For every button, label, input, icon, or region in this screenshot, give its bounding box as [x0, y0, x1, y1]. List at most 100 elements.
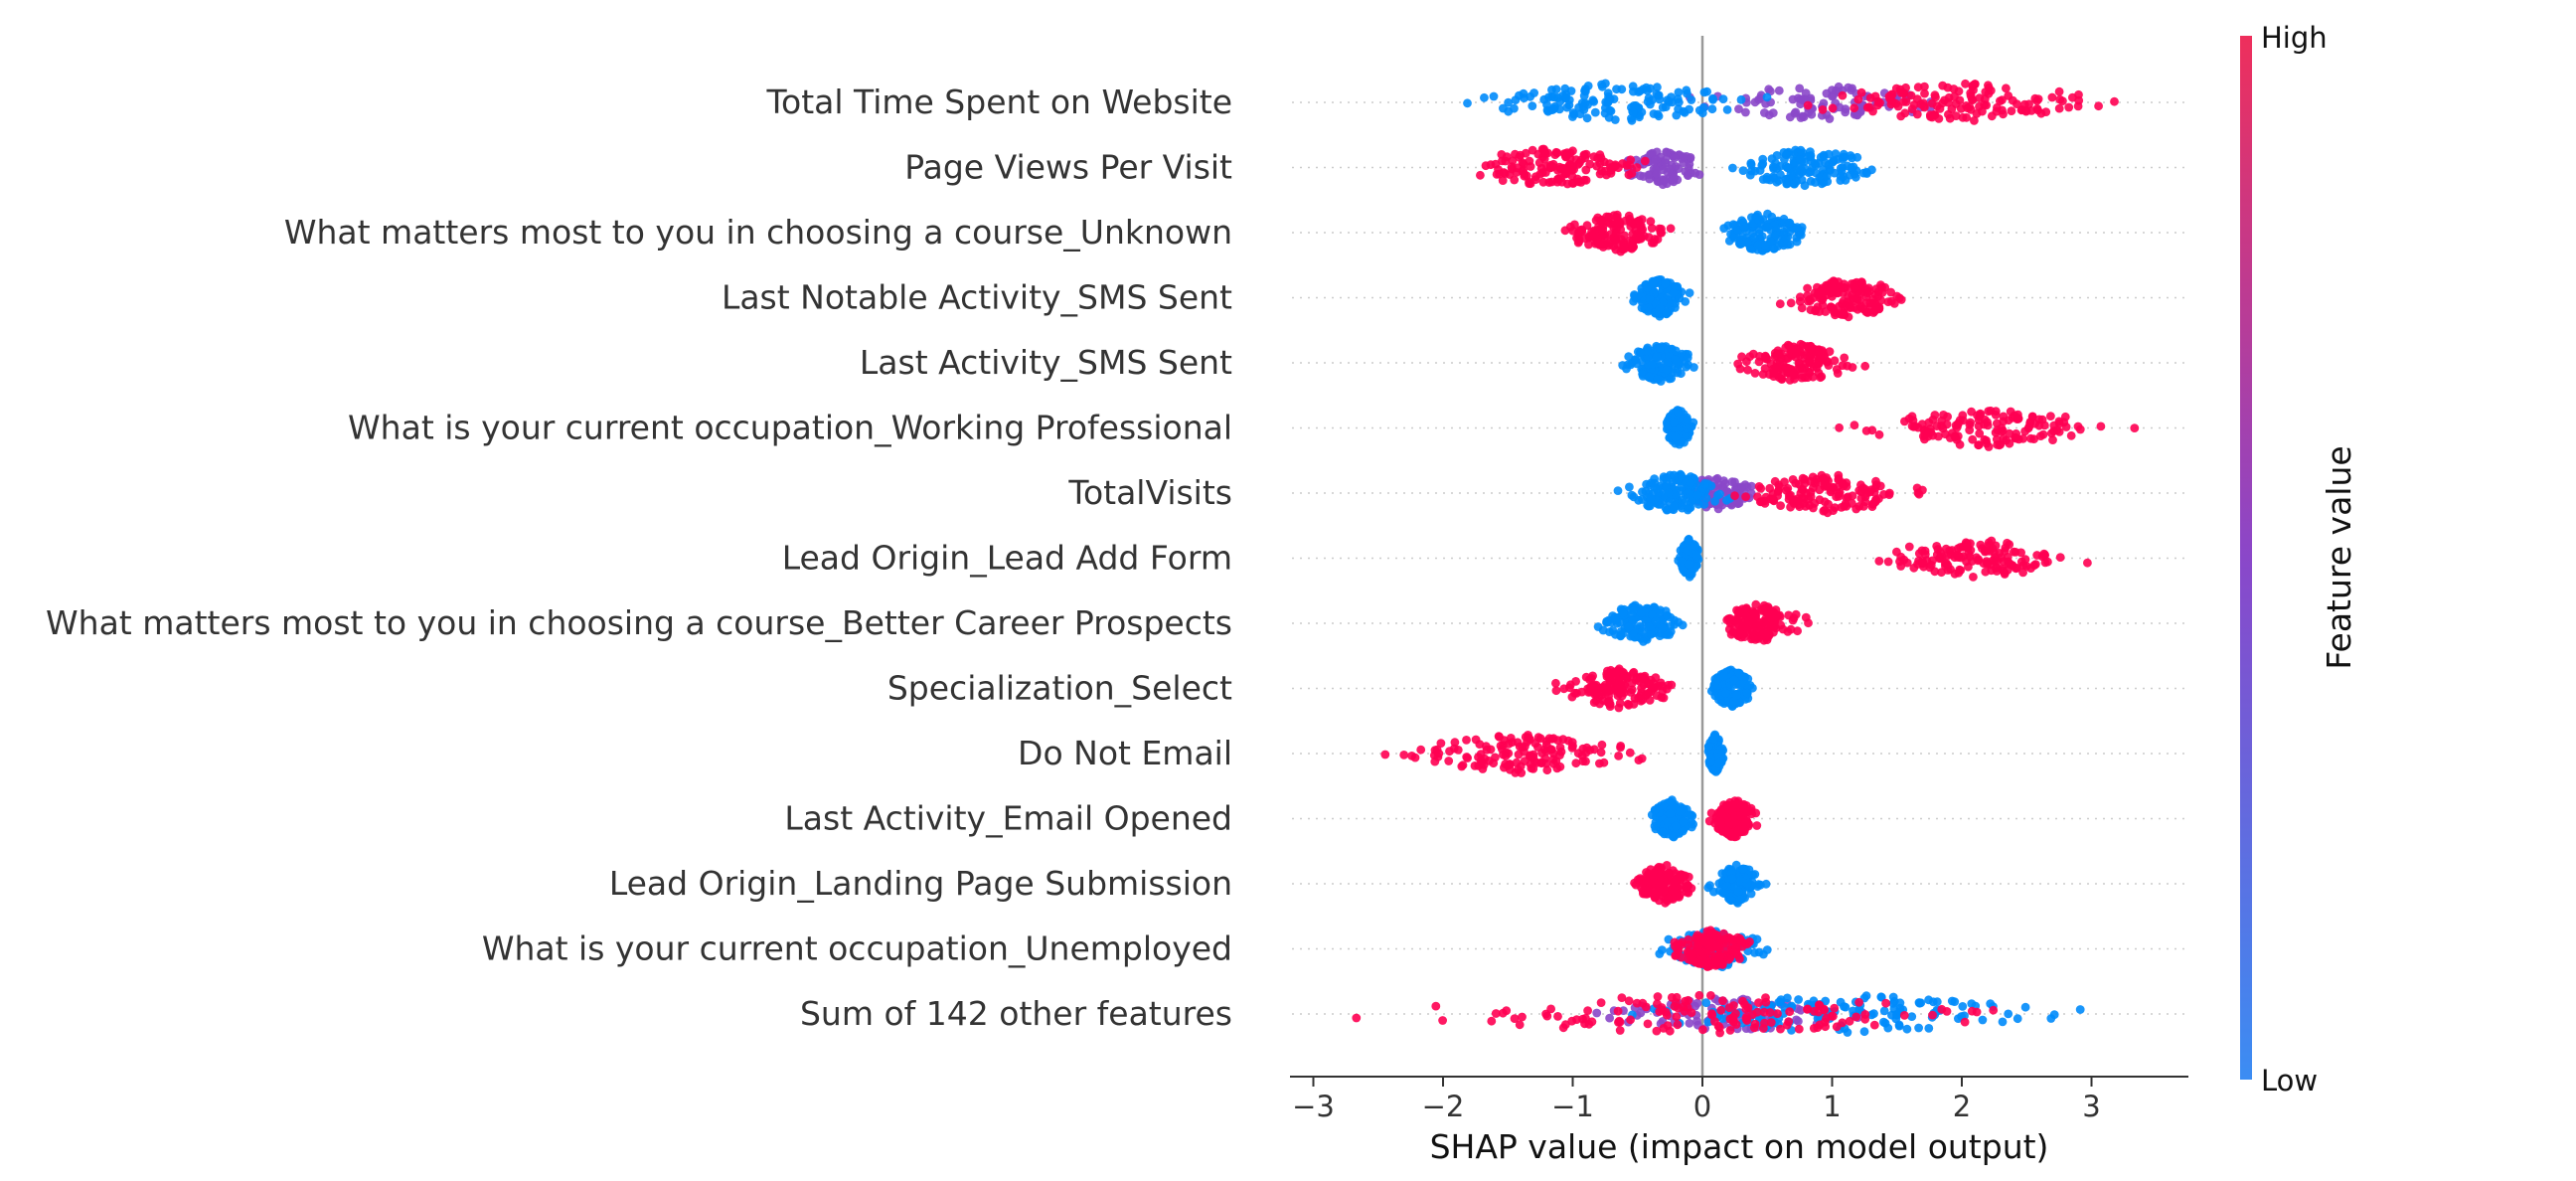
shap-point — [1771, 158, 1780, 168]
shap-point — [1734, 608, 1744, 618]
shap-point — [1767, 212, 1777, 222]
shap-point — [1860, 492, 1870, 501]
shap-point — [1731, 944, 1741, 953]
shap-point — [1511, 95, 1521, 104]
shap-point — [1634, 216, 1644, 226]
shap-point — [1669, 470, 1679, 480]
shap-point — [1547, 734, 1557, 744]
shap-point — [1672, 357, 1682, 367]
shap-point — [1645, 372, 1655, 382]
shap-point — [1679, 158, 1689, 168]
shap-point — [1658, 888, 1667, 898]
shap-point — [1769, 495, 1778, 505]
shap-point — [1565, 680, 1575, 690]
shap-point — [1508, 156, 1518, 166]
shap-point — [1504, 97, 1513, 107]
shap-point — [1909, 563, 1919, 573]
shap-point — [1884, 91, 1894, 101]
shap-point — [1999, 412, 2009, 422]
shap-point — [2046, 412, 2055, 421]
shap-point — [1805, 500, 1815, 510]
shap-point — [1920, 82, 1929, 91]
shap-point — [1618, 608, 1628, 618]
shap-point — [1399, 751, 1409, 759]
shap-point — [1713, 823, 1723, 833]
shap-point — [1960, 1017, 1970, 1027]
shap-point — [1850, 421, 1859, 430]
shap-point — [1906, 90, 1916, 100]
shap-point — [1928, 1010, 1937, 1020]
shap-point — [1934, 431, 1943, 441]
shap-point — [1657, 224, 1666, 234]
shap-point — [1806, 476, 1815, 486]
shap-point — [1750, 97, 1760, 107]
shap-point — [1686, 478, 1695, 488]
shap-point — [1407, 752, 1416, 760]
shap-point — [1609, 211, 1619, 221]
shap-point — [1705, 758, 1715, 766]
shap-point — [1797, 484, 1807, 494]
shap-point — [1652, 169, 1662, 179]
shap-point — [1933, 545, 1943, 554]
shap-point — [1624, 352, 1634, 362]
shap-point — [1527, 763, 1536, 773]
shap-point — [1685, 1018, 1694, 1028]
shap-point — [1884, 490, 1894, 499]
shap-point — [1552, 763, 1562, 773]
shap-point — [1765, 370, 1774, 379]
shap-point — [1683, 505, 1692, 515]
shap-point — [1661, 878, 1671, 888]
colorbar-high-label: High — [2261, 21, 2328, 55]
shap-point — [1762, 223, 1772, 233]
shap-point — [1987, 111, 1997, 121]
shap-point — [1909, 100, 1919, 109]
shap-point — [1930, 90, 1940, 100]
shap-point — [1792, 177, 1801, 186]
shap-point — [1495, 732, 1504, 742]
shap-point — [1830, 356, 1840, 366]
shap-point — [1735, 895, 1745, 904]
shap-point — [1841, 104, 1851, 114]
shap-point — [1595, 240, 1604, 250]
shap-point — [1450, 738, 1460, 748]
shap-point — [1600, 680, 1610, 690]
shap-point — [1815, 1020, 1825, 1030]
shap-point — [1698, 1025, 1707, 1035]
feature-label: What matters most to you in choosing a c… — [284, 213, 1232, 252]
shap-point — [1597, 82, 1607, 91]
shap-point — [1651, 308, 1660, 317]
x-axis: −3 −2 −1 0 1 2 3 — [1290, 1076, 2188, 1123]
shap-point — [1740, 999, 1749, 1009]
shap-point — [1692, 551, 1701, 561]
shap-point — [1380, 750, 1390, 759]
feature-label: Last Activity_Email Opened — [784, 799, 1232, 838]
shap-point — [1663, 610, 1673, 620]
shap-point — [1860, 361, 1870, 371]
shap-point — [1657, 693, 1667, 702]
shap-point — [1671, 941, 1680, 951]
shap-point — [1652, 353, 1662, 363]
shap-point — [1750, 948, 1759, 957]
shap-point — [2043, 557, 2052, 567]
shap-point — [1553, 1012, 1562, 1021]
shap-point — [1772, 362, 1782, 372]
shap-point — [1624, 996, 1634, 1006]
shap-point — [1860, 1014, 1870, 1024]
shap-point — [1561, 164, 1570, 173]
shap-point — [1666, 796, 1676, 806]
shap-point — [1719, 938, 1728, 948]
shap-point — [1925, 110, 1935, 120]
shap-point — [1736, 94, 1746, 104]
shap-point — [1967, 407, 1976, 417]
shap-point — [1595, 759, 1604, 768]
shap-point — [1827, 1011, 1837, 1021]
shap-point — [1568, 179, 1578, 188]
shap-point — [1708, 94, 1717, 104]
shap-point — [1784, 491, 1794, 501]
shap-point — [1517, 768, 1527, 777]
shap-point — [1951, 421, 1961, 430]
shap-point — [1737, 216, 1746, 226]
shap-point — [2026, 433, 2035, 443]
shap-point — [1853, 94, 1863, 104]
shap-point — [2055, 553, 2065, 562]
